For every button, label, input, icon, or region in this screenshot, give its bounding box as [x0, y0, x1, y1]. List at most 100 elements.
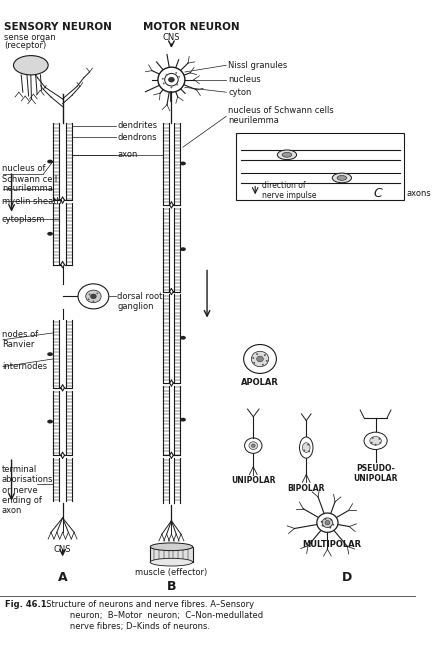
Ellipse shape [256, 353, 258, 355]
Ellipse shape [321, 521, 323, 523]
Ellipse shape [180, 247, 186, 251]
Ellipse shape [163, 82, 165, 84]
Ellipse shape [89, 293, 90, 295]
Ellipse shape [307, 444, 309, 446]
Text: A: A [58, 571, 67, 584]
Bar [59, 458, 66, 501]
Ellipse shape [262, 364, 264, 366]
Ellipse shape [13, 56, 48, 75]
Ellipse shape [158, 67, 185, 92]
Ellipse shape [47, 352, 53, 356]
Ellipse shape [47, 159, 53, 163]
Ellipse shape [370, 436, 381, 445]
Ellipse shape [150, 558, 193, 566]
Text: PSEUDO-
UNIPOLAR: PSEUDO- UNIPOLAR [353, 464, 398, 483]
Ellipse shape [330, 519, 332, 521]
Ellipse shape [372, 437, 374, 439]
Bar [59, 123, 66, 200]
Ellipse shape [266, 360, 268, 362]
Text: BIPOLAR: BIPOLAR [287, 484, 325, 493]
Ellipse shape [303, 450, 305, 452]
Ellipse shape [253, 362, 255, 364]
Bar [53, 321, 72, 388]
Text: direction of
nerve impulse: direction of nerve impulse [262, 181, 317, 200]
Bar [53, 458, 72, 501]
Text: neurilemma: neurilemma [228, 116, 279, 125]
Bar [163, 294, 180, 383]
Bar [150, 546, 193, 562]
Ellipse shape [244, 345, 276, 373]
Text: Fig. 46.1.: Fig. 46.1. [5, 600, 50, 609]
Text: sense organ: sense organ [4, 33, 55, 42]
Bar [168, 458, 174, 503]
Ellipse shape [375, 444, 377, 446]
Ellipse shape [317, 513, 338, 533]
Ellipse shape [178, 76, 180, 78]
Bar [236, 133, 404, 200]
Ellipse shape [251, 444, 255, 448]
Ellipse shape [378, 438, 381, 440]
Text: C: C [373, 187, 382, 200]
Text: D: D [342, 571, 352, 584]
Ellipse shape [332, 173, 352, 183]
Ellipse shape [162, 78, 164, 80]
Ellipse shape [322, 525, 324, 527]
Bar [163, 208, 180, 291]
Ellipse shape [150, 543, 193, 550]
Ellipse shape [325, 521, 330, 525]
Ellipse shape [165, 74, 168, 76]
Bar [59, 390, 66, 456]
Ellipse shape [86, 290, 101, 303]
Ellipse shape [96, 293, 98, 294]
Ellipse shape [264, 354, 266, 356]
Ellipse shape [252, 357, 254, 359]
Ellipse shape [299, 437, 313, 458]
Text: myelin sheath: myelin sheath [2, 197, 62, 206]
Text: B: B [167, 580, 176, 594]
Bar [168, 123, 174, 205]
Ellipse shape [251, 351, 269, 367]
Text: nucleus of
Schwann cell: nucleus of Schwann cell [2, 165, 57, 184]
Ellipse shape [322, 518, 333, 527]
Text: nodes of
Ranvier: nodes of Ranvier [2, 330, 38, 349]
Text: UNIPOLAR: UNIPOLAR [231, 477, 276, 485]
Ellipse shape [379, 442, 381, 444]
Ellipse shape [324, 518, 327, 520]
Ellipse shape [245, 438, 262, 454]
Bar [59, 203, 66, 264]
Text: dendrites: dendrites [118, 122, 158, 130]
Text: MOTOR NEURON: MOTOR NEURON [143, 22, 239, 32]
Ellipse shape [180, 336, 186, 340]
Bar [59, 321, 66, 388]
Ellipse shape [277, 150, 297, 159]
Ellipse shape [176, 84, 178, 86]
Text: nucleus of Schwann cells: nucleus of Schwann cells [228, 106, 334, 115]
Text: dendrons: dendrons [118, 133, 157, 142]
Bar [53, 390, 72, 456]
Ellipse shape [78, 284, 109, 309]
Ellipse shape [282, 153, 292, 157]
Text: neurilemma: neurilemma [2, 184, 53, 193]
Text: cytoplasm: cytoplasm [2, 215, 45, 224]
Ellipse shape [257, 356, 264, 362]
Ellipse shape [91, 294, 96, 299]
Ellipse shape [168, 77, 174, 82]
Ellipse shape [92, 300, 94, 302]
Bar [168, 208, 174, 291]
Ellipse shape [175, 72, 177, 74]
Ellipse shape [180, 418, 186, 422]
Text: terminal
aborisations
or nerve
ending of
axon: terminal aborisations or nerve ending of… [2, 465, 54, 515]
Ellipse shape [337, 175, 347, 181]
Ellipse shape [88, 298, 89, 300]
Bar [53, 203, 72, 264]
Bar [53, 123, 72, 200]
Text: (receptor): (receptor) [4, 41, 46, 50]
Ellipse shape [308, 450, 310, 452]
Text: cyton: cyton [228, 88, 251, 97]
Text: axons: axons [407, 189, 431, 198]
Bar [168, 294, 174, 383]
Bar [163, 123, 180, 205]
Ellipse shape [171, 86, 172, 88]
Text: MULTIPOLAR: MULTIPOLAR [303, 540, 362, 549]
Text: SENSORY NEURON: SENSORY NEURON [4, 22, 112, 32]
